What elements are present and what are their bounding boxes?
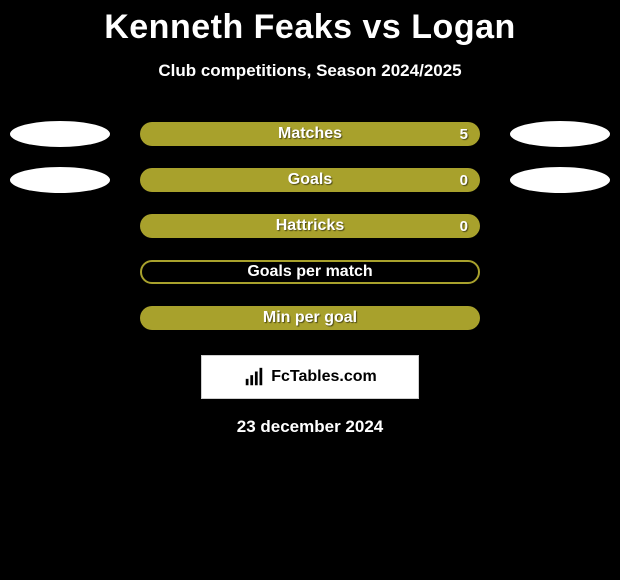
stat-pill-matches: Matches 5 bbox=[140, 122, 480, 146]
subtitle: Club competitions, Season 2024/2025 bbox=[0, 61, 620, 81]
stat-row-matches: Matches 5 bbox=[0, 111, 620, 157]
player-right-ellipse bbox=[510, 167, 610, 193]
stat-value-right: 0 bbox=[460, 172, 468, 189]
page-title: Kenneth Feaks vs Logan bbox=[0, 0, 620, 47]
stat-pill-hattricks: Hattricks 0 bbox=[140, 214, 480, 238]
source-badge-text: FcTables.com bbox=[271, 368, 377, 386]
bar-chart-icon bbox=[243, 366, 265, 388]
stat-pill-goals: Goals 0 bbox=[140, 168, 480, 192]
stat-row-hattricks: Hattricks 0 bbox=[0, 203, 620, 249]
stat-value-right: 0 bbox=[460, 218, 468, 235]
player-left-ellipse bbox=[10, 121, 110, 147]
stat-label: Hattricks bbox=[276, 217, 344, 235]
stat-pill-goals-per-match: Goals per match bbox=[140, 260, 480, 284]
stat-row-goals-per-match: Goals per match bbox=[0, 249, 620, 295]
stats-area: Matches 5 Goals 0 Hattricks 0 Goals per … bbox=[0, 111, 620, 341]
stat-label: Goals per match bbox=[247, 263, 372, 281]
date-line: 23 december 2024 bbox=[0, 417, 620, 437]
stat-label: Min per goal bbox=[263, 309, 357, 327]
stat-row-min-per-goal: Min per goal bbox=[0, 295, 620, 341]
stat-value-right: 5 bbox=[460, 126, 468, 143]
player-left-ellipse bbox=[10, 167, 110, 193]
source-badge-holder: FcTables.com bbox=[0, 355, 620, 399]
stat-label: Goals bbox=[288, 171, 332, 189]
source-badge[interactable]: FcTables.com bbox=[201, 355, 419, 399]
player-right-ellipse bbox=[510, 121, 610, 147]
stat-label: Matches bbox=[278, 125, 342, 143]
stat-row-goals: Goals 0 bbox=[0, 157, 620, 203]
stat-pill-min-per-goal: Min per goal bbox=[140, 306, 480, 330]
